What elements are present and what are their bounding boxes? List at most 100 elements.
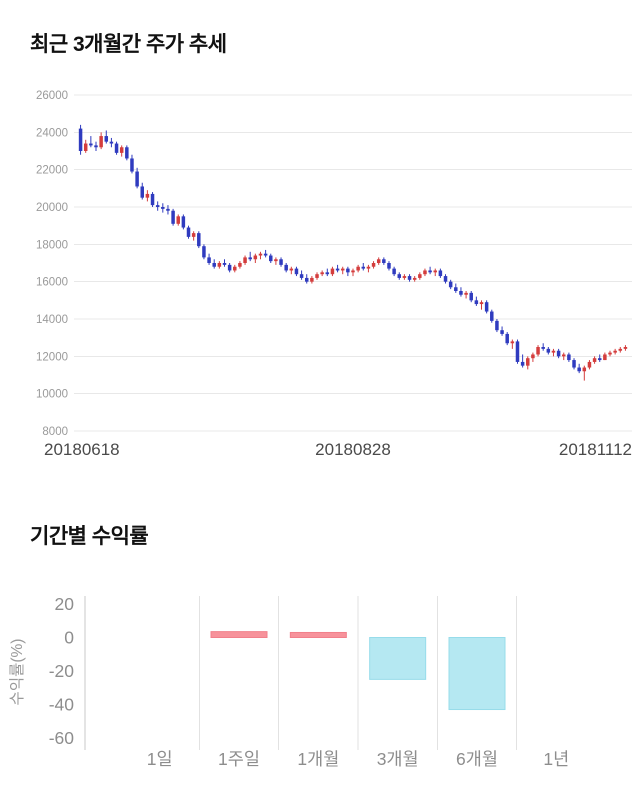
returns-y-axis-title: 수익률(%) [8,639,26,706]
returns-y-tick-label: -40 [49,695,75,715]
price-y-tick-label: 8000 [42,426,68,438]
candle-body [536,347,540,355]
candle-body [490,311,494,321]
price-y-tick-label: 24000 [36,127,68,139]
candle-body [366,266,371,269]
returns-x-category-label: 6개월 [456,749,498,769]
candle-body [526,358,530,366]
price-y-tick-label: 18000 [36,239,68,251]
returns-x-category-label: 1년 [543,749,569,769]
candle-body [135,171,139,187]
candle-body [382,259,386,263]
returns-bar-chart: 20 0 -20 -40 -60 수익률(%) 1일 1주일 1개월 3개월 6개월 1년 [8,594,569,769]
returns-y-tick-label: 20 [55,594,75,614]
candle-body [284,264,288,271]
candle-body [346,268,350,273]
candle-body [608,352,612,355]
candle-body [412,277,417,280]
candle-body [104,136,109,142]
candle-body [454,287,458,291]
price-y-tick-label: 10000 [36,389,68,401]
returns-bar-positive [289,631,347,638]
price-chart-title: 최근 3개월간 주가 추세 [30,33,227,56]
candle-body [109,141,114,144]
candle-body [89,143,93,146]
price-x-tick-label: 20180618 [44,440,120,459]
candle-body [227,264,232,271]
candle-body [238,263,242,267]
candle-body [299,274,304,278]
returns-chart-title: 기간별 수익률 [30,525,149,548]
price-y-tick-label: 16000 [36,277,68,289]
candle-body [351,270,355,273]
candle-body [510,341,515,344]
returns-x-category-label: 1주일 [218,749,260,769]
candle-body [556,350,561,357]
candle-body [176,216,180,224]
candle-body [562,354,566,357]
candle-body [418,274,422,278]
candle-body [448,281,453,288]
candle-body [387,263,391,269]
candle-body [495,320,499,331]
candle-body [613,350,617,353]
candle-body [233,266,237,271]
candle-body [582,367,587,372]
candle-body [150,193,155,206]
candle-body [515,341,520,362]
returns-x-category-label: 1개월 [297,749,339,769]
candle-body [479,302,484,305]
price-candlestick-chart: 26000 24000 22000 20000 18000 16000 14000 12000… [36,90,632,459]
candle-body [125,147,129,159]
candle-body [361,266,366,269]
candle-body [592,358,597,362]
candle-body [145,193,150,198]
candle-body [217,263,222,267]
candle-body [94,145,98,148]
candle-body [197,233,201,247]
candle-body [520,361,525,366]
candle-body [325,272,330,275]
price-y-tick-label: 26000 [36,90,68,102]
candle-body [392,268,396,275]
returns-x-category-label: 1일 [147,749,173,769]
candle-body [119,147,124,153]
price-y-tick-label: 22000 [36,165,68,177]
returns-bar-negative [369,637,427,680]
candle-body [243,257,247,263]
candle-body [320,272,324,275]
candle-body [572,360,576,368]
candle-body [166,208,170,211]
candle-body [371,263,376,267]
candle-body [191,233,196,237]
candle-body [459,291,463,295]
candle-body [407,276,412,280]
candle-body [623,347,628,349]
price-y-tick-label: 12000 [36,351,68,363]
candle-body [474,300,479,305]
price-y-tick-label: 14000 [36,314,68,326]
candle-body [310,277,314,282]
candle-body [253,255,258,260]
returns-bar-negative [448,637,506,711]
candle-body [587,361,592,368]
candle-body [402,276,407,278]
candle-body [618,348,623,351]
candle-body [130,158,134,172]
candle-body [186,227,191,237]
candle-body [222,263,227,265]
candle-body [263,253,268,256]
returns-x-category-label: 3개월 [377,749,419,769]
candle-body [335,268,340,271]
candle-body [484,302,489,312]
candle-body [78,128,83,151]
candle-body [376,259,381,263]
candle-body [181,216,186,228]
price-y-tick-label: 20000 [36,202,68,214]
candle-body [140,186,144,198]
returns-y-tick-label: 0 [64,628,74,648]
candle-body [258,253,263,256]
candle-body [330,268,335,275]
candle-body [83,143,88,151]
